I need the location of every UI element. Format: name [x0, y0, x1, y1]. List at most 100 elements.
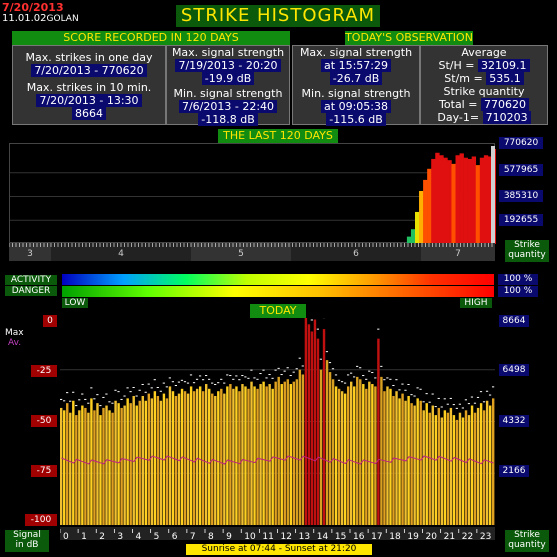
- today-bar: [340, 391, 344, 525]
- last120-bar: [423, 179, 428, 244]
- today-bar: [162, 393, 166, 525]
- today-bar: [114, 400, 117, 525]
- max-signal-dash: [153, 379, 156, 381]
- max-signal-dash: [69, 400, 72, 402]
- today-bar: [307, 324, 311, 525]
- max-signal-dash: [226, 374, 229, 376]
- last120-bar: [475, 165, 481, 244]
- max-signal-dash: [198, 375, 202, 377]
- today-banner: TODAY: [250, 304, 306, 318]
- today-bar: [440, 417, 444, 525]
- today-bar: [434, 415, 438, 525]
- today-bar: [262, 381, 265, 525]
- strike-unit-label: Strike quantity: [505, 530, 549, 552]
- max-signal-dash: [105, 393, 108, 395]
- max-signal-dash: [286, 367, 289, 369]
- activity-label: ACTIVITY: [5, 275, 57, 285]
- max-signal-dash: [280, 374, 283, 376]
- max-signal-dash: [377, 328, 380, 330]
- total-value: 770620: [480, 98, 529, 111]
- today-bar: [105, 405, 108, 525]
- average-signal-line: [61, 455, 494, 465]
- max-signal-dash: [482, 401, 486, 403]
- today-bar: [368, 381, 371, 525]
- hour-label: 22: [462, 532, 473, 542]
- max-signal-dash: [174, 384, 178, 386]
- max-signal-dash: [295, 368, 298, 370]
- today-bar: [135, 405, 138, 525]
- month-cell-5: 5: [191, 243, 291, 261]
- today-bar: [295, 379, 299, 525]
- signal-unit-label: Signal in dB: [5, 530, 49, 552]
- sth-label: St/H =: [438, 59, 475, 72]
- max-signal-dash: [274, 369, 277, 371]
- max-10min-value: 8664: [72, 107, 106, 120]
- max-signal-dash: [211, 382, 214, 384]
- hour-label: 2: [99, 532, 105, 542]
- today-bar: [301, 374, 305, 525]
- today-bar: [268, 384, 271, 525]
- max-signal-dash: [72, 391, 75, 393]
- max-signal-dash: [108, 401, 111, 403]
- max-signal-dash: [422, 401, 425, 403]
- today-bar: [66, 403, 69, 525]
- stm-value: 535.1: [486, 72, 524, 85]
- today-bar: [195, 388, 199, 525]
- max-signal-dash: [129, 391, 132, 393]
- max-signal-dash: [449, 397, 452, 399]
- signal-label-75: -75: [31, 465, 57, 477]
- max-signal-dash: [168, 377, 171, 379]
- today-bar: [404, 400, 407, 525]
- last120-ylabel-3: 192655: [499, 214, 543, 226]
- danger-value: 100 %: [498, 286, 538, 297]
- hour-label: 3: [117, 532, 123, 542]
- max-signal-dash: [437, 397, 440, 399]
- max-signal-dash: [359, 367, 362, 369]
- max-one-day-value: 7/20/2013 - 770620: [31, 64, 147, 77]
- max-signal-dash: [208, 378, 211, 380]
- today-bar: [428, 412, 431, 525]
- today-bar: [395, 391, 398, 525]
- danger-label: DANGER: [5, 286, 57, 296]
- today-bar: [283, 381, 286, 525]
- today-bar: [102, 407, 105, 525]
- max-signal-dash: [241, 375, 244, 377]
- strike-label-0: 8664: [499, 315, 529, 327]
- max-signal-dash: [195, 378, 199, 380]
- min-signal-date: 7/6/2013 - 22:40: [178, 100, 278, 113]
- max-signal-dash: [464, 399, 468, 401]
- today-bar: [156, 395, 160, 525]
- today-bar: [99, 415, 102, 525]
- max-10min-label: Max. strikes in 10 min.: [26, 81, 152, 94]
- today-bar: [238, 391, 241, 525]
- max-signal-dash: [461, 407, 464, 409]
- last120-bar: [410, 229, 416, 244]
- today-bar: [229, 384, 232, 525]
- max-one-day-label: Max. strikes in one day: [25, 51, 153, 64]
- today-bar: [431, 405, 434, 525]
- max-signal-dash: [147, 383, 150, 385]
- today-bar: [353, 386, 356, 525]
- today-bar: [192, 391, 196, 525]
- max-signal-dash: [419, 388, 422, 390]
- today-bar: [174, 395, 178, 525]
- max-signal-dash: [443, 398, 446, 400]
- max-signal-dash: [395, 379, 398, 381]
- today-bar: [437, 407, 441, 525]
- last120-bar: [435, 152, 440, 244]
- max-signal-dash: [392, 384, 395, 386]
- max-signal-dash: [114, 389, 117, 391]
- today-bar: [458, 412, 462, 525]
- max-signal-dash: [356, 365, 359, 367]
- max-signal-dash: [111, 402, 114, 404]
- max-signal-dash: [386, 377, 389, 379]
- today-bar: [220, 388, 223, 525]
- max-signal-dash: [123, 395, 126, 397]
- today-bar: [198, 386, 202, 525]
- max-signal-dash: [476, 396, 480, 398]
- today-bar: [93, 410, 96, 525]
- max-signal-value: -19.9 dB: [201, 72, 255, 85]
- max-signal-dash: [259, 373, 262, 375]
- current-date: 7/20/2013: [2, 1, 64, 14]
- today-bar: [470, 405, 474, 525]
